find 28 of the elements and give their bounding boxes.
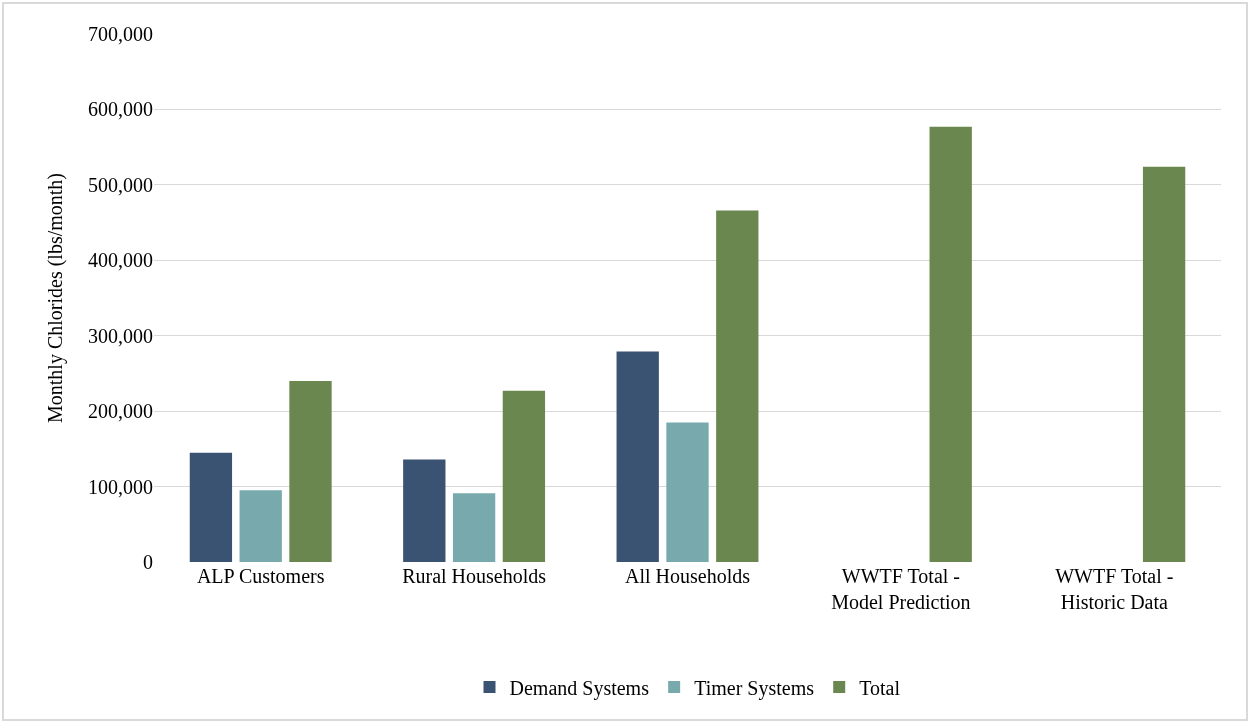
bar [289, 380, 332, 562]
bar [239, 490, 282, 562]
y-tick-label: 700,000 [88, 23, 153, 45]
x-tick-label: WWTF Total - Model Prediction [831, 565, 971, 613]
bar [403, 459, 446, 562]
y-tick-label: 0 [143, 551, 153, 573]
bar [716, 210, 759, 562]
y-tick-label: 300,000 [88, 324, 153, 347]
bar [189, 452, 233, 562]
legend-label: Total [859, 676, 901, 699]
x-tick-label: WWTF Total - Historic Data [1055, 565, 1174, 613]
y-tick-label: 600,000 [88, 98, 153, 121]
bar [452, 493, 496, 562]
bar [502, 390, 546, 562]
bar [929, 126, 972, 562]
y-tick-label: 200,000 [88, 400, 153, 423]
legend-label: Demand Systems [509, 676, 650, 700]
x-tick-label: All Households [625, 565, 751, 587]
x-tick-label: ALP Customers [196, 565, 325, 587]
legend-label: Timer Systems [694, 676, 815, 700]
bar [1142, 166, 1186, 562]
y-axis-title: Monthly Chlorides (lbs/month) [43, 173, 67, 423]
bar [616, 351, 659, 562]
y-tick-label: 400,000 [88, 249, 153, 272]
y-tick-label: 100,000 [88, 475, 153, 498]
x-tick-label: Rural Households [402, 565, 547, 587]
bar [666, 422, 709, 562]
y-tick-label: 500,000 [88, 173, 153, 196]
